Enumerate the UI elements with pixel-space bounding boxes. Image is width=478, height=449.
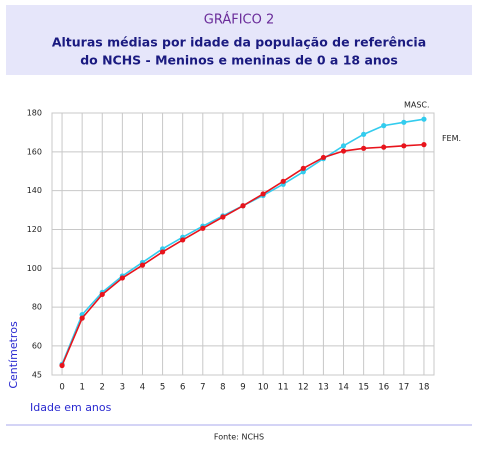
x-tick-label: 12	[298, 383, 309, 393]
data-point	[59, 362, 65, 369]
data-point	[401, 119, 407, 125]
source-note: Fonte: NCHS	[214, 433, 264, 442]
series-label: FEM.	[442, 134, 461, 143]
data-point	[340, 143, 347, 149]
y-tick-label: 160	[27, 147, 42, 156]
data-point	[401, 143, 407, 149]
x-tick-label: 5	[160, 383, 165, 393]
x-tick-label: 0	[59, 383, 64, 393]
x-tick-label: 18	[419, 383, 430, 393]
data-point	[381, 123, 387, 129]
series-label: MASC.	[404, 101, 430, 110]
data-point	[99, 291, 105, 298]
data-point	[139, 262, 146, 268]
y-tick-label: 120	[27, 225, 42, 234]
x-tick-label: 10	[258, 383, 269, 393]
y-tick-label: 80	[32, 303, 42, 312]
y-tick-label: 45	[32, 371, 42, 380]
x-tick-label: 7	[200, 383, 205, 393]
data-point	[159, 249, 166, 255]
data-point	[381, 144, 387, 150]
x-tick-label: 11	[278, 383, 289, 393]
y-axis-label: Centímetros	[7, 321, 20, 389]
chart-subtitle: do NCHS - Meninos e meninas de 0 a 18 an…	[80, 53, 398, 68]
y-tick-label: 140	[27, 186, 42, 195]
x-tick-label: 13	[318, 383, 329, 393]
y-tick-label: 180	[27, 109, 42, 118]
x-tick-label: 4	[140, 383, 145, 393]
chart-title: Alturas médias por idade da população de…	[52, 35, 426, 50]
data-point	[361, 131, 367, 137]
chart-header: GRÁFICO 2	[204, 12, 275, 28]
data-point	[421, 142, 427, 148]
data-point	[240, 203, 246, 209]
x-tick-label: 6	[180, 383, 185, 393]
header-box	[6, 5, 472, 75]
data-point	[280, 178, 286, 184]
x-tick-label: 2	[100, 383, 105, 393]
x-tick-label: 8	[220, 383, 225, 393]
data-point	[260, 191, 266, 197]
data-point	[180, 237, 186, 243]
data-point	[421, 116, 427, 122]
data-point	[119, 275, 125, 281]
x-tick-label: 17	[398, 383, 409, 393]
data-point	[79, 315, 85, 321]
x-tick-label: 3	[120, 383, 125, 393]
y-tick-label: 60	[32, 341, 42, 350]
data-point	[300, 165, 306, 171]
x-tick-label: 9	[240, 383, 245, 393]
data-point	[340, 148, 347, 154]
x-tick-label: 14	[338, 383, 349, 393]
data-point	[361, 145, 367, 151]
x-tick-label: 16	[378, 383, 389, 393]
x-tick-label: 1	[79, 383, 84, 393]
data-point	[220, 214, 226, 220]
x-tick-label: 15	[358, 383, 369, 393]
y-tick-label: 100	[27, 264, 42, 273]
data-point	[320, 154, 327, 161]
x-axis-label: Idade em anos	[30, 401, 112, 414]
data-point	[200, 225, 206, 231]
